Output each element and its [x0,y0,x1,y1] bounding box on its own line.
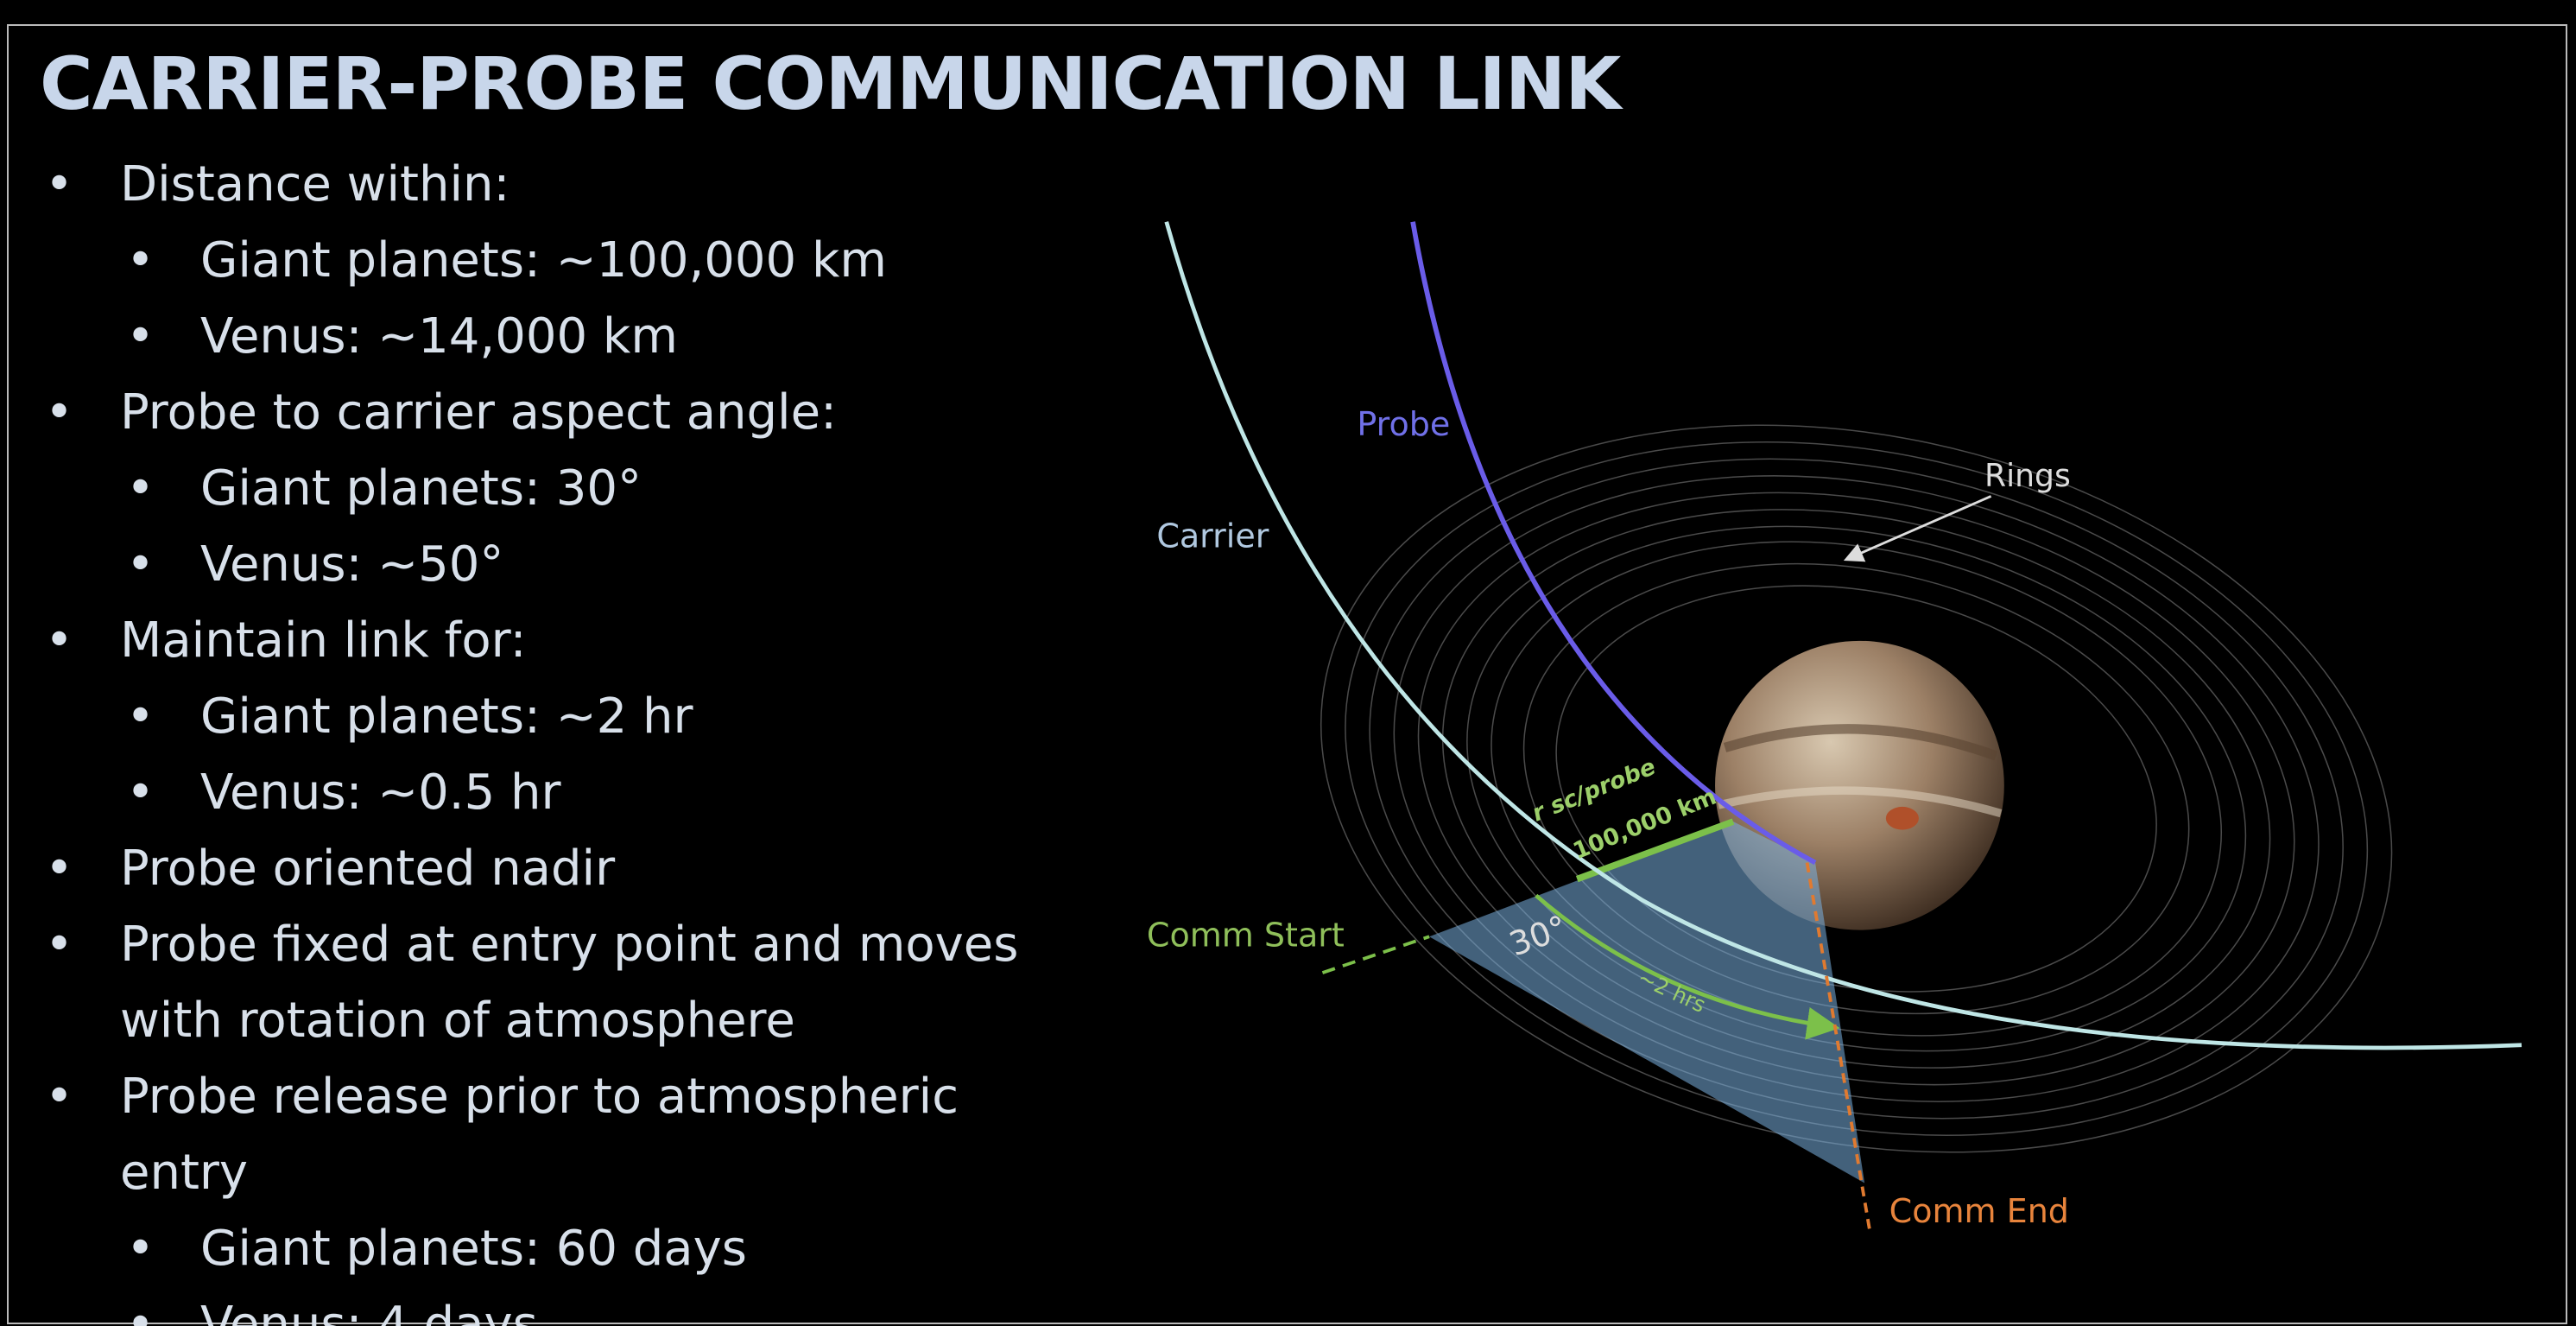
probe-trajectory [1410,221,1817,866]
bullet-item: Probe fixed at entry point and moves wit… [0,907,1079,1059]
rings-label: Rings [1984,457,2071,494]
bullet-item: Venus: 4 days [0,1287,1123,1326]
bullet-item: Venus: ~14,000 km [0,299,1123,375]
bullet-item: Probe oriented nadir [0,831,1079,907]
bullet-item: Giant planets: 30° [0,451,1123,527]
bullet-list: Distance within:Giant planets: ~100,000 … [0,147,1123,1326]
bullet-item: Giant planets: 60 days [0,1211,1123,1287]
bullet-item: Giant planets: ~2 hr [0,679,1123,755]
rings-arrow [1843,495,1992,562]
comm-end-label: Comm End [1889,1192,2069,1230]
bullet-item: Distance within: [0,147,1079,223]
duration-arc [1535,893,1840,1040]
comm-start-line [1321,935,1430,974]
probe-label: Probe [1357,405,1450,443]
comm-wedge [1429,822,1865,1183]
bullet-item: Maintain link for: [0,603,1079,679]
bullet-item: Venus: ~0.5 hr [0,755,1123,831]
carrier-orbit [1164,221,2522,1050]
carrier-label: Carrier [1156,517,1269,555]
range-vector [1575,818,1735,883]
comm-end-line [1805,862,1871,1230]
bullet-item: Probe to carrier aspect angle: [0,375,1079,451]
bullet-item: Venus: ~50° [0,527,1123,603]
bullet-item: Giant planets: ~100,000 km [0,223,1123,299]
comm-start-label: Comm Start [1147,917,1345,955]
slide-title: CARRIER-PROBE COMMUNICATION LINK [40,41,1621,126]
bullet-item: Probe release prior to atmospheric entry [0,1059,1079,1211]
